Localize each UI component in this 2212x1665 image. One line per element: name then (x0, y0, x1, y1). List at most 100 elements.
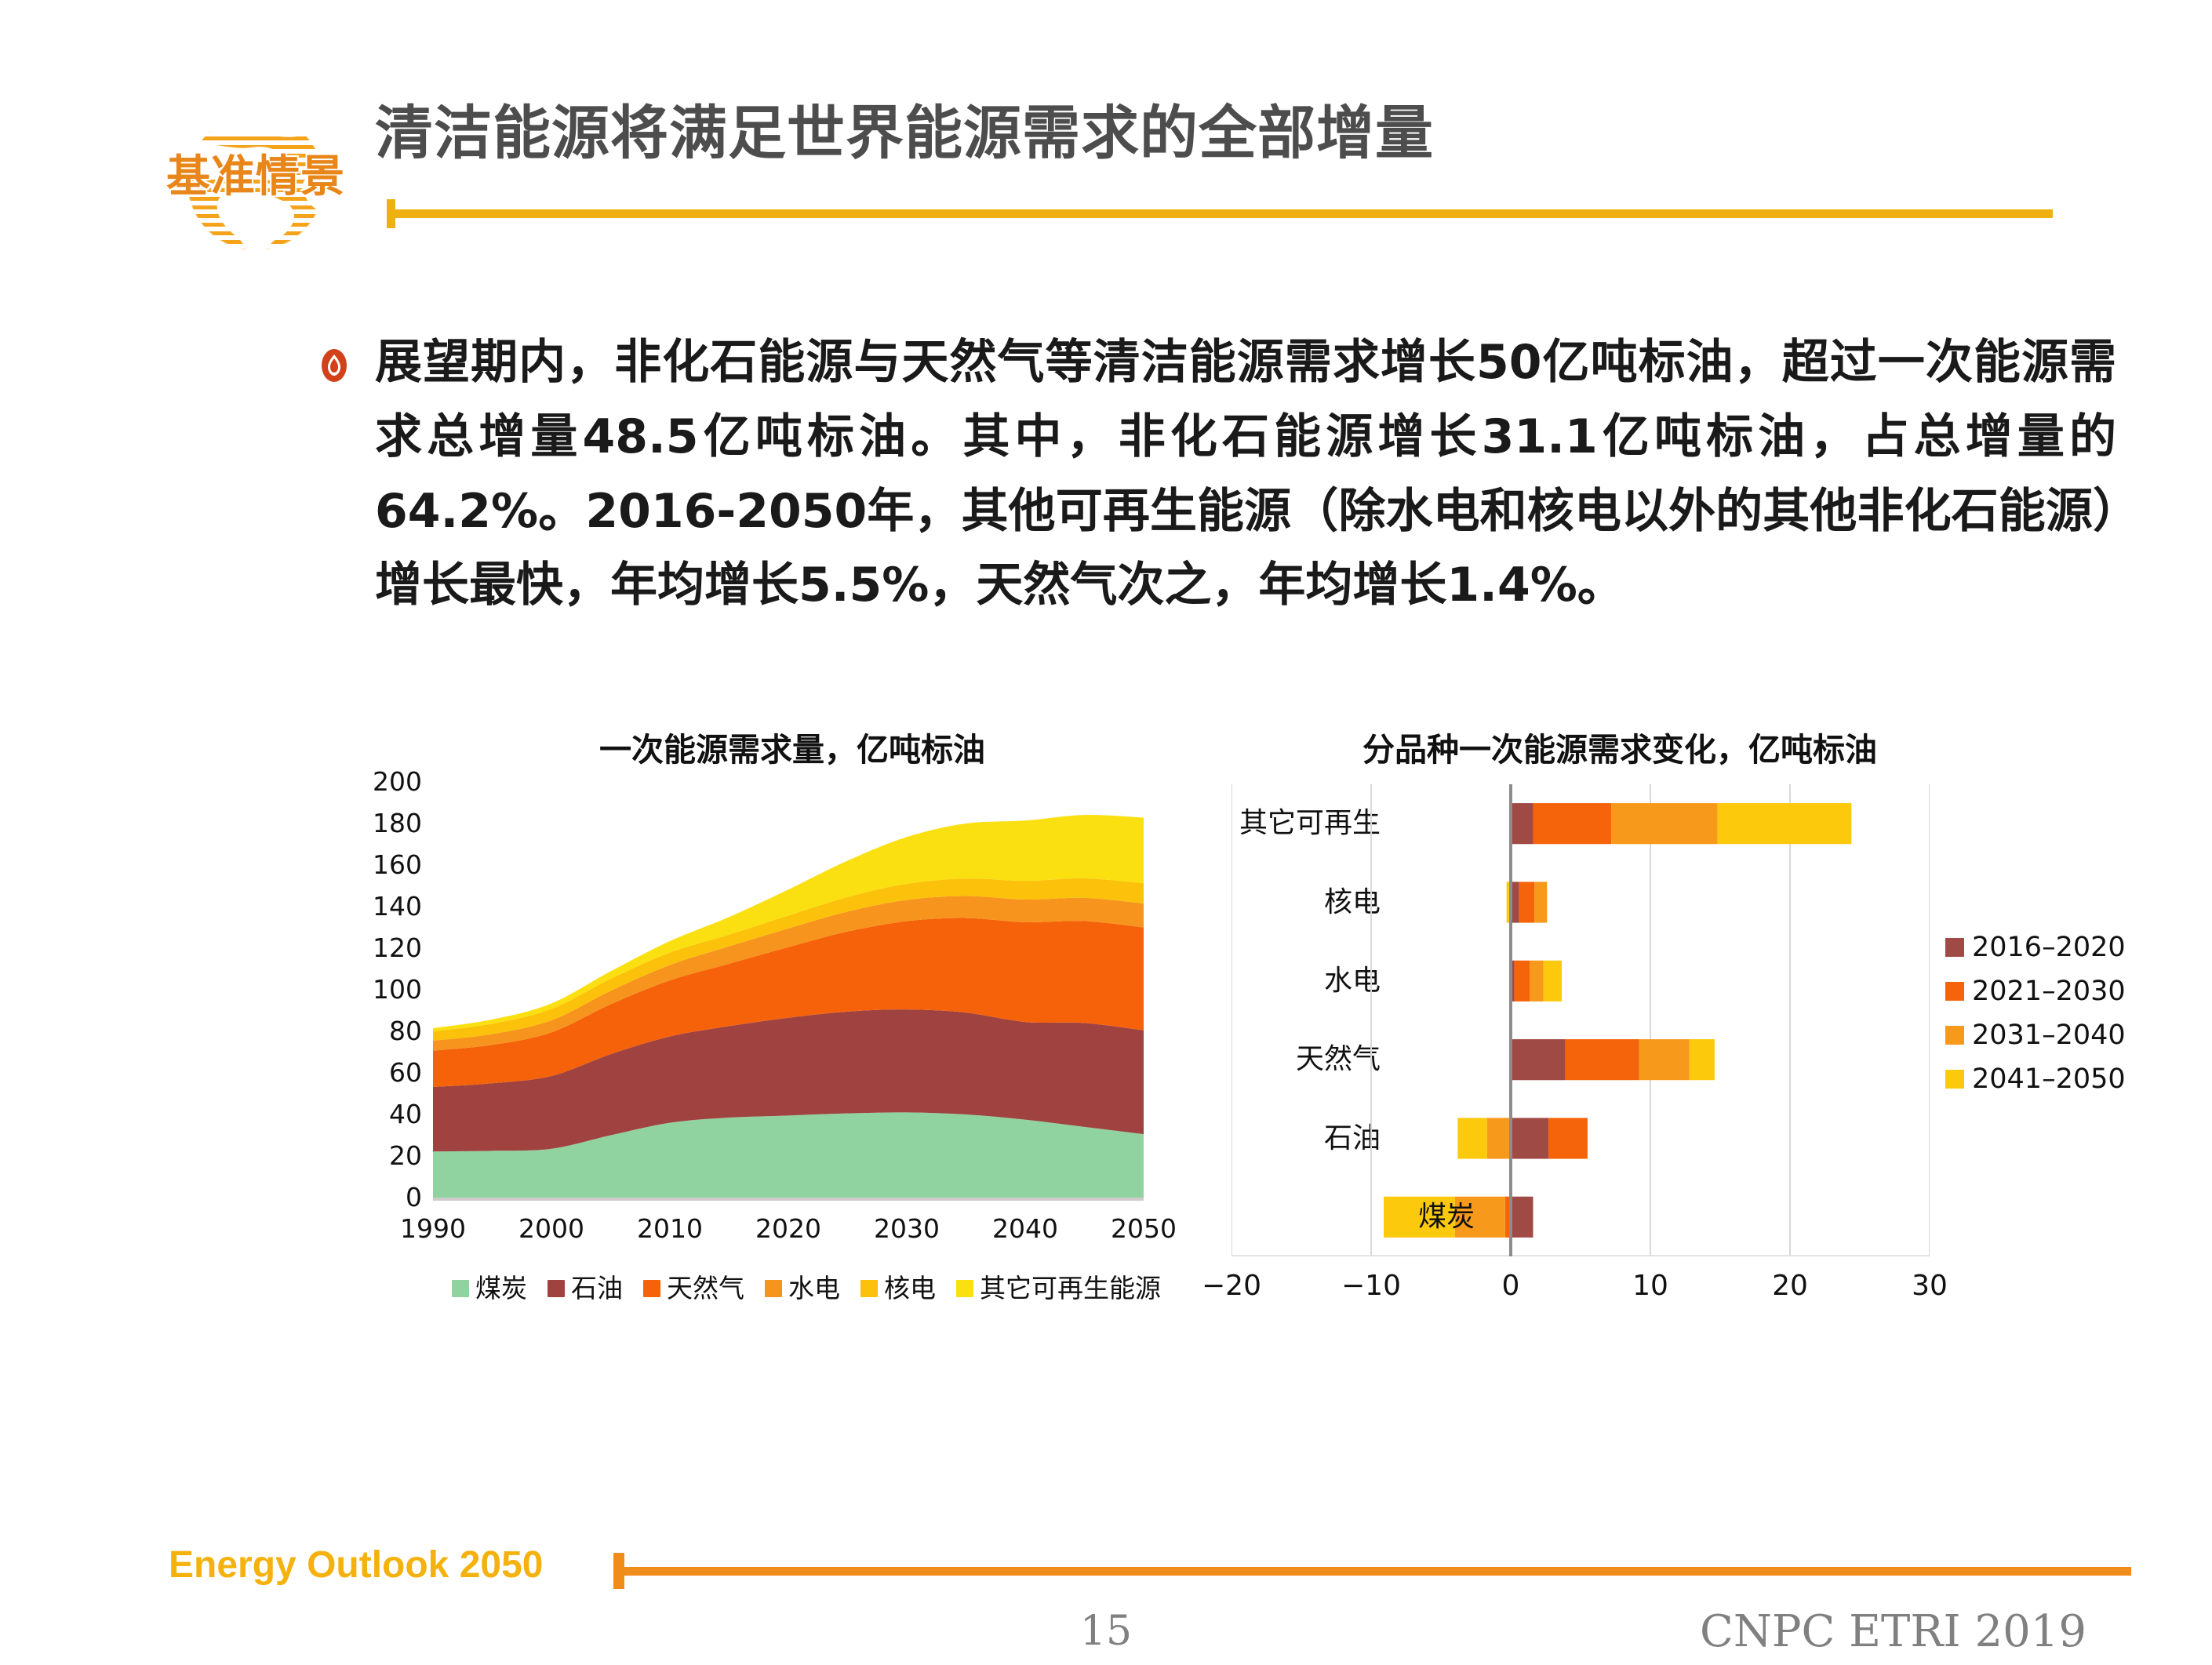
bar-segment (1548, 1118, 1588, 1159)
bar-segment (1639, 1039, 1690, 1081)
demand-change-bar-chart: 其它可再生 核电 水电 天然气 石油 −20 −10 0 10 20 30 2016–2020 20… (1202, 776, 2196, 1341)
bar-x-tick-label: −20 (1202, 1270, 1261, 1302)
area-series-天然气 (433, 918, 1144, 1088)
legend-swatch-icon (643, 1279, 660, 1297)
area-chart-y-axis: 0 20 40 60 80 100 120 140 160 180 200 (345, 769, 422, 1210)
area-y-tick-label: 160 (373, 849, 422, 880)
bar-segment (1689, 1039, 1715, 1081)
globe-icon: 基准情景 (158, 85, 353, 279)
area-y-tick-label: 80 (389, 1016, 422, 1046)
bar-category-label-coal: 煤炭 (1418, 1200, 1475, 1233)
area-chart-x-axis-line (433, 1198, 1144, 1201)
bar-segment (1511, 803, 1533, 845)
area-x-tick-label: 2020 (755, 1213, 821, 1244)
legend-swatch-icon (1945, 1026, 1964, 1045)
area-legend-item: 石油 (548, 1275, 623, 1301)
area-chart-title: 一次能源需求量，亿吨标油 (599, 731, 985, 769)
bar-legend-item: 2016–2020 (1945, 925, 2188, 969)
bar-chart-legend: 2016–2020 2021–2030 2031–2040 2041–2050 (1945, 925, 2188, 1101)
legend-swatch-icon (452, 1279, 469, 1297)
area-legend-label: 其它可再生能源 (980, 1273, 1161, 1303)
legend-swatch-icon (548, 1279, 565, 1297)
body-paragraph: 展望期内，非化石能源与天然气等清洁能源需求增长50亿吨标油，超过一次能源需求总增… (375, 335, 2116, 613)
area-chart-x-axis: 1990 2000 2010 2020 2030 2040 2050 (400, 1213, 1177, 1253)
area-x-tick-label: 2040 (992, 1213, 1058, 1244)
legend-swatch-icon (765, 1279, 782, 1297)
area-legend-item: 煤炭 (452, 1275, 527, 1301)
bar-segment (1511, 1196, 1533, 1238)
bar-legend-label: 2031–2040 (1972, 1019, 2126, 1051)
area-y-tick-label: 20 (389, 1140, 422, 1171)
area-legend-label: 天然气 (667, 1273, 744, 1303)
area-legend-label: 煤炭 (475, 1273, 527, 1303)
area-x-tick-label: 2030 (874, 1213, 940, 1244)
charts-zone: 一次能源需求量，亿吨标油 分品种一次能源需求变化，亿吨标油 0 20 40 60 80 1… (0, 706, 2212, 1357)
area-y-tick-label: 140 (373, 891, 422, 922)
bar-x-tick-label: 30 (1912, 1270, 1948, 1302)
bar-segment (1717, 803, 1852, 845)
bar-x-tick-label: 20 (1772, 1270, 1808, 1302)
bar-segment (1511, 882, 1519, 923)
page-title: 清洁能源将满足世界能源需求的全部增量 (375, 100, 1434, 167)
footer-divider (613, 1567, 2131, 1576)
bar-legend-item: 2041–2050 (1945, 1057, 2188, 1101)
bar-chart-plot (1232, 784, 1930, 1256)
area-x-tick-label: 2010 (637, 1213, 703, 1244)
bar-segment (1511, 1039, 1566, 1081)
logo-label: 基准情景 (166, 151, 345, 202)
bar-chart-x-axis: −20 −10 0 10 20 30 (1202, 1270, 1948, 1310)
area-y-tick-label: 0 (406, 1182, 422, 1212)
bar-chart-title: 分品种一次能源需求变化，亿吨标油 (1362, 731, 1877, 769)
bar-segment (1611, 803, 1718, 845)
page-number: 15 (1079, 1608, 1133, 1655)
legend-swatch-icon (1945, 938, 1964, 957)
bar-x-tick-label: 0 (1501, 1270, 1520, 1302)
area-legend-label: 核电 (884, 1273, 936, 1303)
area-y-tick-label: 60 (389, 1057, 422, 1088)
area-series-石油 (433, 1009, 1144, 1152)
bar-segment (1533, 803, 1612, 845)
copyright-label: CNPC ETRI 2019 (1699, 1606, 2086, 1657)
area-x-tick-label: 1990 (400, 1213, 466, 1244)
legend-swatch-icon (860, 1279, 878, 1297)
bar-category-label: 天然气 (1295, 1043, 1381, 1076)
footer-brand: Energy Outlook 2050 (169, 1544, 544, 1586)
area-series-煤炭 (433, 1112, 1144, 1198)
globe-landmass (184, 97, 341, 271)
bar-segment (1511, 1118, 1549, 1159)
header-divider (387, 209, 2053, 218)
bar-segment (1514, 960, 1530, 1002)
area-legend-label: 水电 (788, 1273, 840, 1303)
legend-swatch-icon (956, 1279, 973, 1297)
bar-segment (1543, 960, 1562, 1002)
bar-segment (1506, 882, 1511, 923)
area-legend-item: 天然气 (643, 1275, 744, 1301)
bar-legend-label: 2041–2050 (1972, 1063, 2126, 1095)
area-y-tick-label: 200 (373, 766, 422, 797)
bar-legend-label: 2016–2020 (1972, 931, 2126, 963)
area-y-tick-label: 40 (389, 1099, 422, 1129)
flame-bullet-icon (322, 349, 347, 382)
bar-segment (1384, 1196, 1455, 1238)
area-y-tick-label: 100 (373, 974, 422, 1005)
bar-legend-item: 2021–2030 (1945, 969, 2188, 1013)
legend-swatch-icon (1945, 982, 1964, 1001)
bar-segment (1457, 1118, 1487, 1159)
bar-x-tick-label: 10 (1632, 1270, 1668, 1302)
area-chart-plot (433, 782, 1144, 1198)
globe-shape (158, 85, 353, 279)
area-legend-item: 核电 (860, 1275, 936, 1301)
area-legend-item: 其它可再生能源 (956, 1275, 1161, 1301)
bar-segment (1530, 960, 1544, 1002)
area-legend-label: 石油 (571, 1273, 623, 1303)
area-series-核电 (433, 878, 1144, 1041)
slide-header: 基准情景 清洁能源将满足世界能源需求的全部增量 (0, 0, 2212, 290)
area-legend-item: 水电 (765, 1275, 840, 1301)
bar-segment (1486, 1118, 1511, 1159)
bar-segment (1565, 1039, 1639, 1081)
area-x-tick-label: 2050 (1111, 1213, 1177, 1244)
area-x-tick-label: 2000 (518, 1213, 584, 1244)
area-series-其它可再生能源 (433, 815, 1144, 1031)
bar-segment (1519, 882, 1535, 923)
bar-segment (1454, 1196, 1505, 1238)
